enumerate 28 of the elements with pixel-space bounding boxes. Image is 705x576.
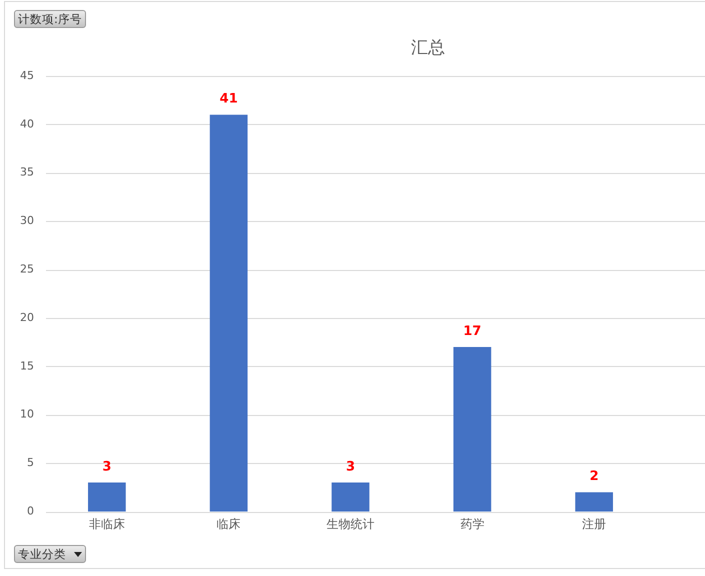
x-tick-label: 生物统计 [326,516,374,531]
text: 计数项:序号 [18,12,82,26]
data-label: 17 [463,324,482,339]
data-label: 41 [220,92,238,107]
x-tick-label: 非临床 [88,516,125,531]
x-tick-label: 药学 [460,516,484,531]
y-tick-label: 20 [20,310,34,324]
y-tick-label: 15 [20,359,34,372]
y-tick-label: 30 [20,214,34,228]
y-tick-label: 40 [20,117,34,130]
chart-title: 汇总 [410,37,446,59]
bar [575,492,613,512]
bar [88,482,126,512]
y-tick-label: 45 [20,68,34,82]
y-tick-label: 25 [20,262,34,276]
x-tick-label: 临床 [216,516,241,531]
y-tick-label: 5 [26,456,34,470]
x-tick-label: 注册 [582,516,606,531]
bar [332,482,370,512]
bar [210,114,248,512]
data-label: 3 [102,459,112,474]
data-label: 3 [346,459,356,474]
text: 专业分类 [18,547,66,561]
data-label: 2 [590,469,599,484]
y-tick-label: 0 [26,504,34,518]
y-tick-label: 35 [20,166,34,179]
bar [453,347,492,512]
y-tick-label: 10 [20,408,34,421]
